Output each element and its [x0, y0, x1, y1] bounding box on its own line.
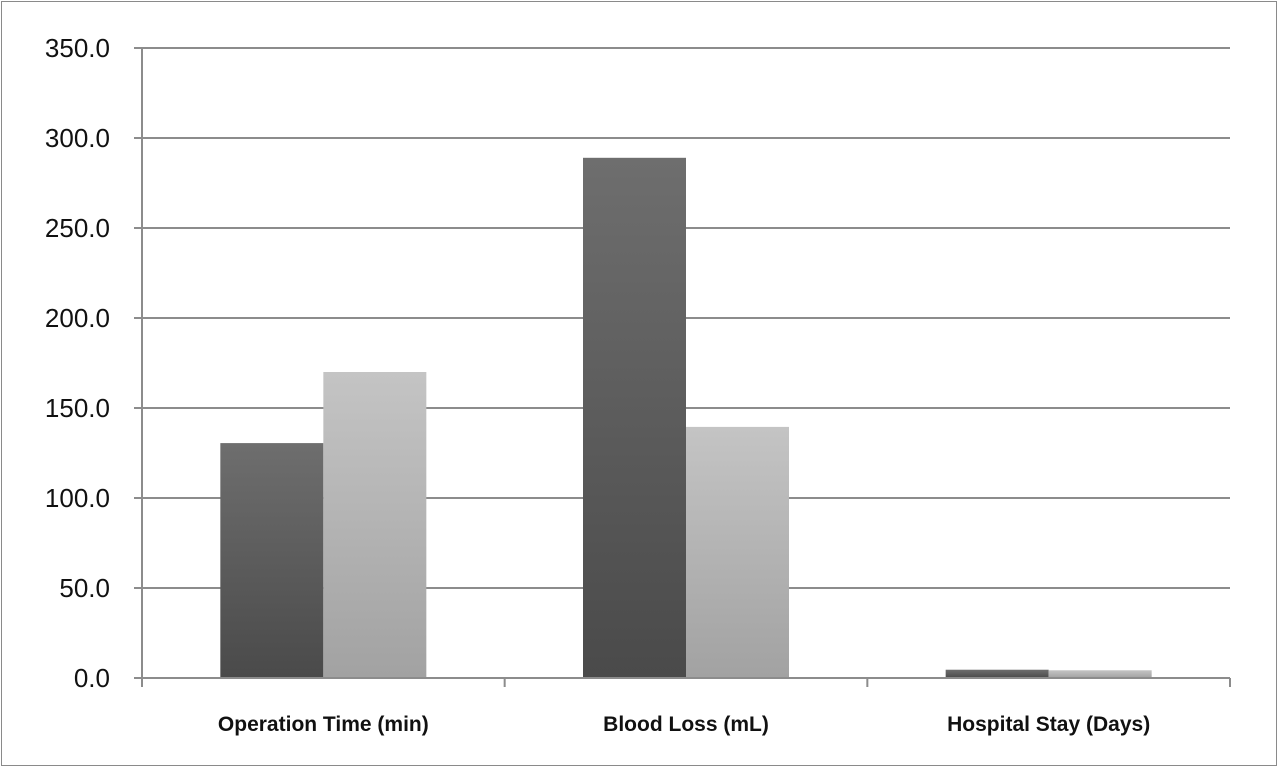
bar-series-1-cat-1 — [220, 443, 324, 678]
y-tick-label: 0.0 — [74, 663, 110, 693]
bars — [220, 157, 1152, 679]
y-tick-label: 200.0 — [45, 303, 110, 333]
y-tick-label: 350.0 — [45, 33, 110, 63]
x-category-label: Operation Time (min) — [218, 713, 429, 736]
x-category-label: Hospital Stay (Days) — [947, 713, 1150, 736]
bar-series-2-cat-3 — [1048, 670, 1152, 678]
y-tick-label: 150.0 — [45, 393, 110, 423]
x-category-label: Blood Loss (mL) — [603, 713, 769, 736]
y-tick-label: 50.0 — [59, 573, 110, 603]
bar-series-1-cat-3 — [945, 669, 1049, 678]
y-tick-label: 100.0 — [45, 483, 110, 513]
bar-series-1-cat-2 — [583, 157, 686, 679]
bar-series-2-cat-2 — [686, 426, 789, 678]
axes — [134, 47, 1231, 687]
y-tick-label: 300.0 — [45, 123, 110, 153]
y-tick-label: 250.0 — [45, 213, 110, 243]
bar-series-2-cat-1 — [323, 372, 427, 678]
axis-labels: 0.0 50.0 100.0 150.0 200.0 250.0 300.0 350.0 Ope… — [45, 33, 1150, 736]
